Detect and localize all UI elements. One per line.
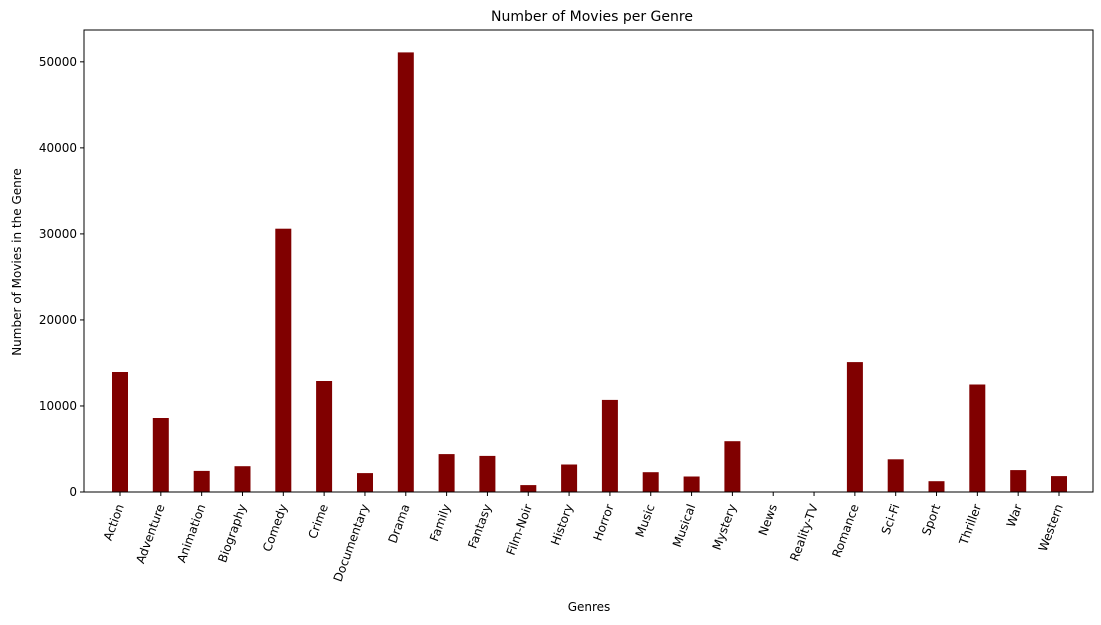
bar-adventure: [152, 418, 169, 492]
x-tick-label: Animation: [174, 502, 208, 564]
x-tick-label: Thriller: [956, 502, 984, 547]
x-axis-label: Genres: [568, 600, 611, 614]
chart-title: Number of Movies per Genre: [491, 9, 693, 25]
x-tick-label: Documentary: [331, 502, 372, 583]
x-tick-label: Action: [101, 502, 127, 542]
x-tick-label: Family: [427, 502, 453, 543]
y-tick-label: 10000: [39, 399, 77, 413]
bar-thriller: [969, 384, 986, 492]
x-tick-label: History: [548, 502, 576, 547]
x-tick-label: Romance: [829, 502, 861, 559]
plot-frame: [83, 29, 1094, 493]
x-tick-label: Fantasy: [465, 502, 494, 550]
bar-sport: [928, 481, 945, 492]
bar-drama: [397, 52, 414, 493]
bar-sci-fi: [887, 459, 904, 492]
y-tick-label: 50000: [39, 55, 77, 69]
x-tick-label: Reality-TV: [787, 502, 821, 564]
bars-group: [112, 52, 1067, 493]
x-tick-label: Music: [633, 502, 658, 539]
x-tick-label: Mystery: [710, 502, 740, 552]
x-tick-label: News: [756, 502, 780, 537]
bar-romance: [846, 362, 863, 492]
bar-war: [1010, 470, 1027, 492]
bar-action: [112, 372, 128, 492]
y-axis-label: Number of Movies in the Genre: [10, 168, 24, 356]
x-axis: Action Adventure Animation Biography Comedy C…: [101, 492, 1066, 584]
x-tick-label: Comedy: [260, 502, 290, 553]
bar-crime: [316, 381, 333, 492]
bar-family: [438, 454, 455, 492]
x-tick-label: Sci-Fi: [879, 502, 903, 536]
x-tick-label: Western: [1036, 502, 1066, 553]
x-tick-label: Horror: [591, 502, 617, 543]
bar-comedy: [275, 228, 292, 492]
bar-music: [642, 472, 659, 492]
x-tick-label: Film-Noir: [504, 502, 535, 557]
x-tick-label: Crime: [306, 502, 331, 540]
y-tick-label: 40000: [39, 141, 77, 155]
x-tick-label: Drama: [386, 502, 413, 545]
x-tick-label: Sport: [919, 502, 943, 537]
bar-mystery: [724, 441, 741, 492]
x-tick-label: Adventure: [133, 502, 167, 565]
bar-history: [561, 464, 578, 492]
bar-musical: [683, 476, 700, 492]
y-tick-label: 30000: [39, 227, 77, 241]
x-tick-label: Biography: [215, 502, 249, 564]
x-tick-label: Musical: [670, 502, 698, 549]
x-tick-label: War: [1004, 502, 1025, 529]
bar-film-noir: [520, 485, 537, 492]
bar-western: [1051, 476, 1067, 492]
y-tick-label: 20000: [39, 313, 77, 327]
bar-fantasy: [479, 455, 496, 492]
bar-animation: [193, 470, 210, 492]
y-tick-label: 0: [69, 485, 77, 499]
bar-documentary: [357, 473, 373, 492]
bar-horror: [601, 399, 618, 492]
bar-biography: [234, 466, 251, 492]
y-axis: 0 10000 20000 30000 40000 50000: [39, 55, 84, 499]
